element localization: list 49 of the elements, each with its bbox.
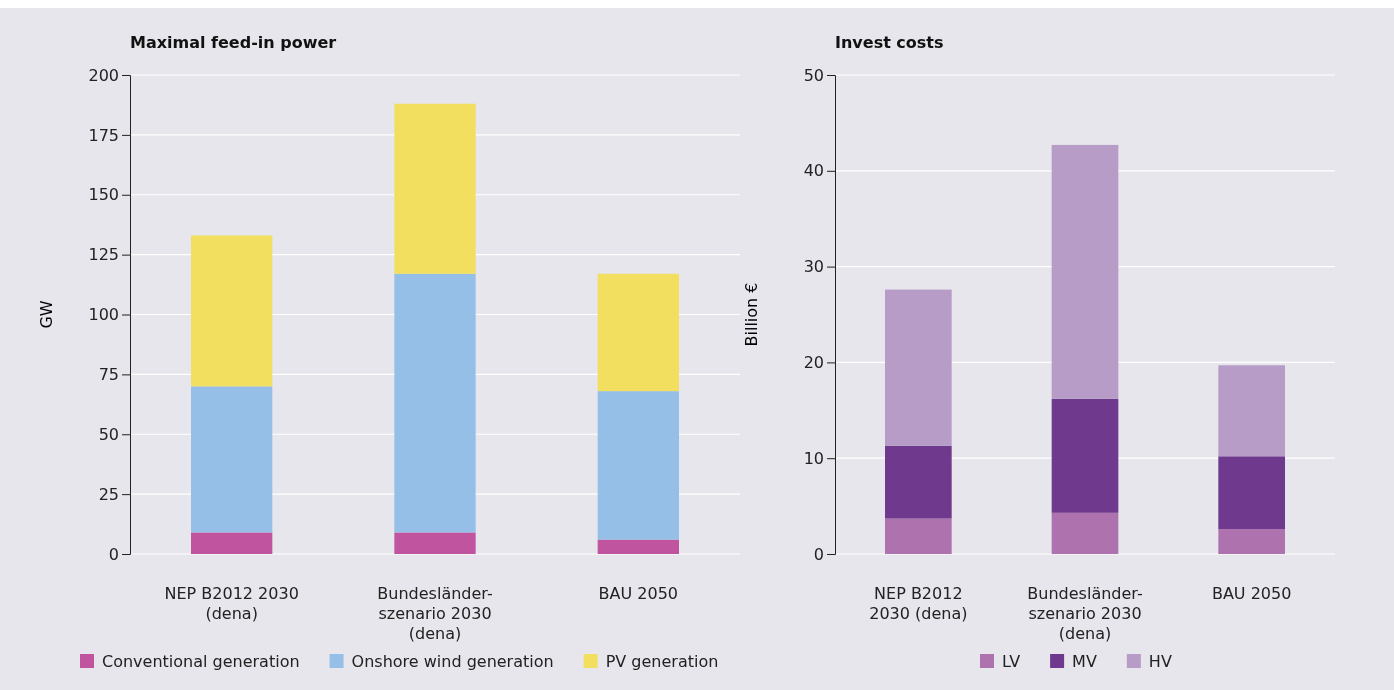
chart-title: Invest costs — [835, 33, 944, 52]
legend-label: Onshore wind generation — [351, 652, 554, 671]
y-tick-label: 200 — [88, 65, 119, 85]
legend-label: HV — [1148, 652, 1172, 671]
x-tick-label: Bundesländer-szenario 2030 (dena) — [1027, 584, 1143, 643]
bar — [597, 273, 679, 392]
bar — [191, 386, 273, 533]
legend-label: LV — [1002, 652, 1021, 671]
legend-label: MV — [1072, 652, 1097, 671]
y-tick-label: 125 — [88, 245, 119, 265]
bar — [1218, 456, 1285, 530]
bar — [597, 539, 679, 554]
y-tick-label: 0 — [108, 544, 119, 564]
y-tick-label: 100 — [88, 305, 119, 325]
y-tick-label: 175 — [88, 125, 119, 145]
x-tick-label: Bundesländer-szenario 2030 (dena) — [377, 584, 493, 643]
bar — [1218, 529, 1285, 554]
x-tick-label: BAU 2050 — [1211, 584, 1292, 603]
legend-label: PV generation — [605, 652, 719, 671]
y-tick-label: 30 — [803, 257, 824, 277]
bar — [191, 235, 273, 387]
x-tick-label: NEP B2012 2030 (dena) — [869, 584, 968, 623]
y-axis-title: GW — [37, 300, 56, 329]
y-axis-title: Billion € — [742, 282, 761, 347]
bar — [191, 532, 273, 554]
bar — [885, 518, 952, 554]
y-tick-label: 50 — [98, 424, 119, 444]
bar — [1051, 398, 1119, 513]
bar — [394, 532, 476, 554]
chart-title: Maximal feed-in power — [130, 33, 337, 52]
y-tick-label: 20 — [803, 353, 824, 373]
x-tick-label: NEP B2012 2030 (dena) — [164, 584, 299, 623]
bar — [1051, 144, 1119, 399]
y-tick-label: 50 — [803, 65, 824, 85]
legend-label: Conventional generation — [102, 652, 300, 671]
y-tick-label: 40 — [803, 161, 824, 181]
y-tick-label: 150 — [88, 185, 119, 205]
y-tick-label: 75 — [98, 364, 119, 384]
bar — [1218, 365, 1285, 457]
y-tick-label: 0 — [813, 544, 824, 564]
bar — [1051, 512, 1119, 554]
bar — [885, 289, 952, 446]
bar — [394, 273, 476, 533]
y-tick-label: 25 — [98, 484, 119, 504]
y-tick-label: 10 — [803, 448, 824, 468]
bar — [597, 391, 679, 540]
bar — [394, 103, 476, 274]
bar — [885, 445, 952, 519]
x-tick-label: BAU 2050 — [598, 584, 679, 603]
